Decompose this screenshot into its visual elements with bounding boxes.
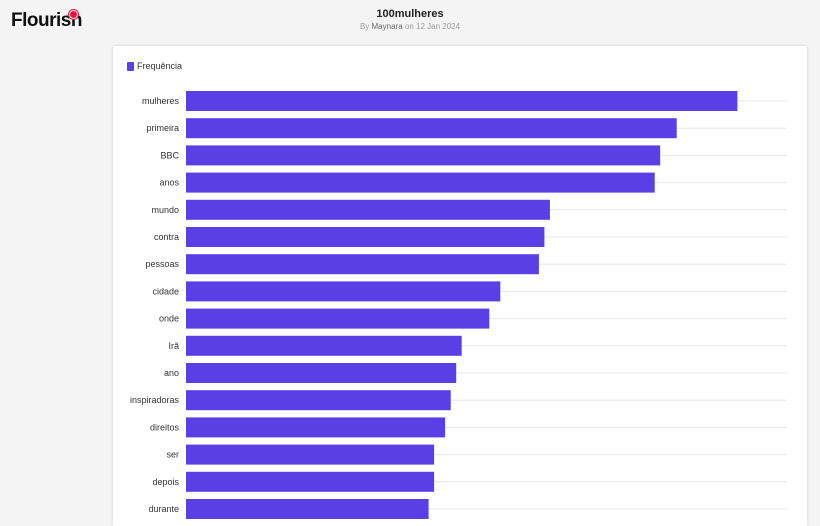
chart-card: Frequência mulheres primeira BBC anos mundo c… (113, 46, 807, 526)
bar-direitos[interactable] (186, 417, 446, 438)
legend[interactable]: Frequência (127, 61, 182, 71)
bar-chart: mulheres primeira BBC anos mundo contra pessoa… (130, 91, 787, 519)
bar-ano[interactable] (186, 363, 457, 383)
author-link[interactable]: Maynara (371, 22, 403, 31)
category-label: contra (154, 232, 179, 242)
category-label: pessoas (145, 259, 179, 269)
bar-inspiradoras[interactable] (186, 390, 451, 411)
chart-header: 100mulheres By Maynara on 12 Jan 2024 (0, 8, 820, 31)
legend-swatch (127, 61, 134, 71)
legend-label: Frequência (137, 61, 183, 71)
byline: By Maynara on 12 Jan 2024 (0, 22, 820, 31)
category-label: primeira (146, 123, 179, 133)
byline-prefix: By (359, 22, 370, 31)
chart-title: 100mulheres (376, 8, 444, 20)
flourish-logo-dot-icon (69, 10, 78, 19)
bar-mundo[interactable] (186, 199, 550, 220)
category-label: durante (148, 504, 179, 514)
category-label: onde (159, 314, 179, 324)
category-label: ser (166, 450, 179, 460)
bar-anos[interactable] (186, 172, 655, 193)
bar-Irã[interactable] (186, 335, 462, 356)
category-label: mulheres (142, 96, 180, 106)
category-label: inspiradoras (130, 395, 180, 405)
bar-durante[interactable] (186, 499, 429, 519)
bar-ser[interactable] (186, 444, 435, 465)
category-label: cidade (152, 286, 179, 296)
bar-contra[interactable] (186, 227, 545, 247)
category-label: anos (159, 178, 179, 188)
bar-primeira[interactable] (186, 118, 677, 139)
bar-depois[interactable] (186, 471, 435, 492)
bar-BBC[interactable] (186, 145, 661, 166)
category-label: Irã (168, 341, 179, 351)
bar-mulheres[interactable] (186, 91, 738, 111)
bar-onde[interactable] (186, 308, 490, 329)
flourish-logo[interactable]: Flourish (11, 10, 82, 31)
category-label: BBC (160, 150, 179, 160)
category-label: mundo (151, 205, 179, 215)
category-label: direitos (150, 422, 180, 432)
bar-cidade[interactable] (186, 281, 501, 302)
category-label: ano (164, 368, 179, 378)
publish-date: on 12 Jan 2024 (404, 22, 461, 31)
category-label: depois (152, 477, 179, 487)
bar-pessoas[interactable] (186, 254, 539, 275)
